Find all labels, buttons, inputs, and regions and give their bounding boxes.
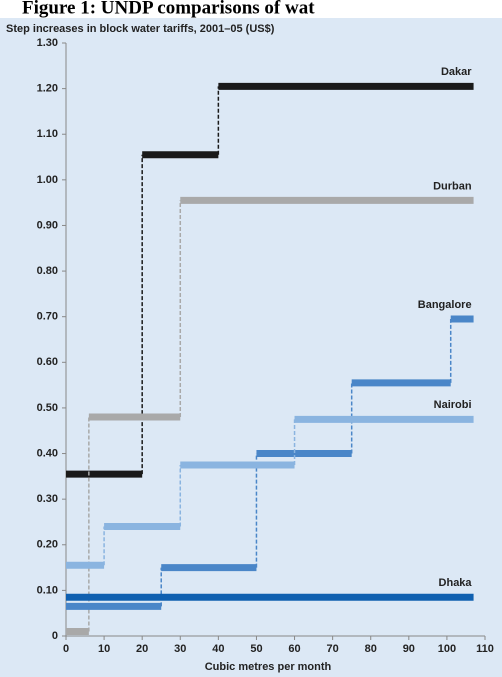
x-tick-label: 40 <box>212 643 224 655</box>
y-tick-label: 1.00 <box>37 174 58 186</box>
x-tick-label: 90 <box>403 643 415 655</box>
series-label: Dhaka <box>439 577 473 589</box>
chart-panel <box>0 18 502 677</box>
x-tick-label: 50 <box>250 643 262 655</box>
y-tick-label: 0.10 <box>37 584 58 596</box>
x-tick-label: 100 <box>438 643 456 655</box>
x-tick-label: 30 <box>174 643 186 655</box>
y-tick-label: 1.30 <box>37 37 58 49</box>
y-tick-label: 0.70 <box>37 311 58 323</box>
y-tick-label: 0.30 <box>37 493 58 505</box>
y-tick-label: 0.20 <box>37 539 58 551</box>
y-tick-label: 0.60 <box>37 356 58 368</box>
x-tick-label: 20 <box>136 643 148 655</box>
y-tick-label: 0.50 <box>37 402 58 414</box>
series-label: Dakar <box>441 66 472 78</box>
series-label: Bangalore <box>418 299 472 311</box>
chart-title: Figure 1: UNDP comparisons of wat <box>22 0 315 18</box>
x-tick-label: 110 <box>476 643 494 655</box>
chart-subtitle: Step increases in block water tariffs, 2… <box>6 23 275 35</box>
y-tick-label: 1.10 <box>37 128 58 140</box>
series-label: Durban <box>433 180 472 192</box>
series-label: Nairobi <box>434 399 472 411</box>
x-tick-label: 0 <box>63 643 69 655</box>
y-tick-label: 1.20 <box>37 83 58 95</box>
y-tick-label: 0.80 <box>37 265 58 277</box>
x-tick-label: 10 <box>98 643 110 655</box>
y-tick-label: 0.40 <box>37 447 58 459</box>
x-tick-label: 80 <box>365 643 377 655</box>
y-tick-label: 0 <box>52 630 58 642</box>
x-axis-label: Cubic metres per month <box>205 661 332 673</box>
y-tick-label: 0.90 <box>37 219 58 231</box>
x-tick-label: 70 <box>327 643 339 655</box>
x-tick-label: 60 <box>288 643 300 655</box>
